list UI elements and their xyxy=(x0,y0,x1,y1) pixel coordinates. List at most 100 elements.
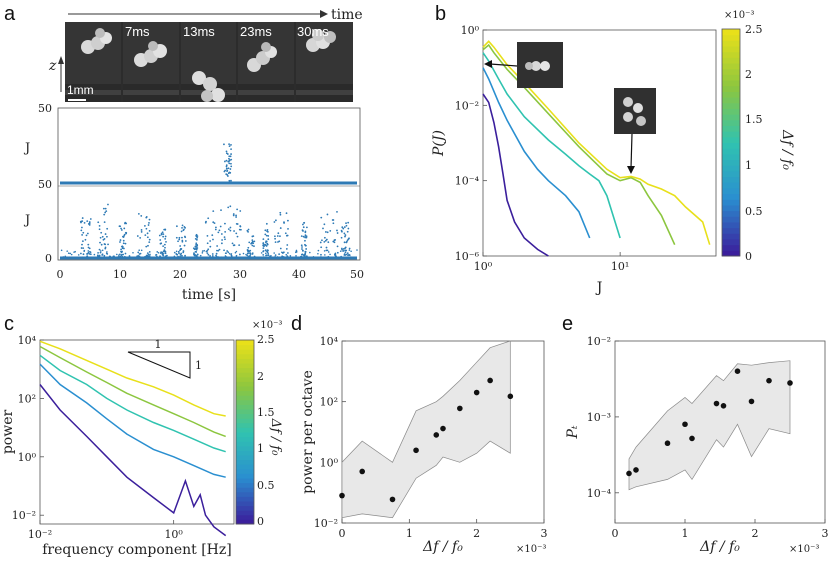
lower-burst-point xyxy=(217,249,220,252)
lower-burst-point xyxy=(325,246,328,249)
lower-burst-point xyxy=(247,246,250,249)
lower-burst-point xyxy=(148,241,151,244)
lower-burst-point xyxy=(319,241,322,244)
lower-burst-point xyxy=(164,238,167,240)
lower-scatter-point xyxy=(125,257,127,259)
lower-scatter-point xyxy=(342,250,345,252)
lower-burst-point xyxy=(165,254,168,257)
lower-burst-point xyxy=(344,235,346,238)
lower-burst-point xyxy=(145,245,148,248)
lower-burst-point xyxy=(336,210,338,213)
lower-burst-point xyxy=(239,257,242,259)
lower-burst-point xyxy=(264,233,267,236)
lower-burst-point xyxy=(140,229,143,231)
lower-burst-point xyxy=(103,213,106,216)
lower-burst-point xyxy=(82,253,85,256)
lower-burst-point xyxy=(344,234,347,236)
lower-scatter-point xyxy=(321,256,324,259)
lower-burst-point xyxy=(238,253,241,256)
lower-burst-point xyxy=(344,256,347,259)
lower-burst-point xyxy=(342,248,345,250)
lower-scatter-point xyxy=(93,253,96,256)
lower-burst-point xyxy=(184,254,186,257)
lower-burst-point xyxy=(321,239,323,242)
upper-burst-point xyxy=(227,160,230,163)
lower-burst-point xyxy=(264,229,267,232)
lower-scatter-point xyxy=(116,256,118,258)
lower-burst-point xyxy=(159,239,162,241)
lower-scatter-point xyxy=(281,251,283,254)
lower-burst-point xyxy=(141,256,144,259)
lower-scatter-point xyxy=(66,250,69,252)
lower-burst-point xyxy=(247,228,250,231)
lower-burst-point xyxy=(229,205,232,208)
lower-burst-point xyxy=(286,244,289,246)
lower-scatter-point xyxy=(201,252,204,254)
lower-burst-point xyxy=(104,256,107,259)
lower-burst-point xyxy=(301,246,303,248)
lower-scatter-point xyxy=(329,253,331,256)
lower-burst-point xyxy=(181,224,184,227)
lower-burst-point xyxy=(344,254,347,256)
upper-burst-point xyxy=(227,175,229,177)
lower-burst-point xyxy=(162,233,165,236)
lower-burst-point xyxy=(125,222,128,225)
lower-burst-point xyxy=(324,239,327,242)
lower-burst-point xyxy=(267,254,270,257)
frame-label-3: 23ms xyxy=(240,24,272,39)
lower-burst-point xyxy=(285,234,288,237)
lower-scatter-point xyxy=(86,256,89,258)
lower-burst-point xyxy=(333,239,336,242)
lower-burst-point xyxy=(305,248,308,250)
lower-burst-point xyxy=(146,232,149,235)
lower-burst-point xyxy=(236,223,239,225)
lower-burst-point xyxy=(148,256,151,259)
lower-burst-point xyxy=(139,252,142,255)
lower-burst-point xyxy=(223,236,226,239)
lower-burst-point xyxy=(346,230,349,233)
lower-burst-point xyxy=(253,255,256,258)
lower-burst-point xyxy=(236,208,239,211)
lower-burst-point xyxy=(194,257,197,259)
upper-burst-point xyxy=(225,164,228,167)
lower-burst-point xyxy=(120,248,123,251)
lower-burst-point xyxy=(325,249,328,252)
lower-burst-point xyxy=(81,226,83,229)
lower-scatter-point xyxy=(216,249,218,252)
lower-burst-point xyxy=(182,250,185,252)
lower-burst-point xyxy=(159,256,162,259)
lower-burst-point xyxy=(101,254,104,256)
lower-j-label: J xyxy=(23,213,30,228)
lower-scatter-point xyxy=(320,256,322,258)
lower-burst-point xyxy=(84,256,87,259)
lower-burst-point xyxy=(100,231,103,234)
lower-scatter-point xyxy=(173,251,176,254)
lower-burst-point xyxy=(179,255,181,258)
lower-burst-point xyxy=(287,227,289,230)
lower-burst-point xyxy=(80,229,83,232)
lower-burst-point xyxy=(106,235,108,238)
lower-burst-point xyxy=(104,246,107,249)
lower-burst-point xyxy=(344,247,347,250)
lower-burst-point xyxy=(300,244,303,247)
lower-burst-point xyxy=(227,251,230,254)
lower-scatter-point xyxy=(62,256,65,258)
lower-burst-point xyxy=(323,236,326,239)
lower-burst-point xyxy=(212,221,215,224)
lower-burst-point xyxy=(221,239,223,241)
lower-burst-point xyxy=(274,241,277,244)
lower-burst-point xyxy=(235,216,237,218)
lower-burst-point xyxy=(229,229,232,232)
upper-burst-point xyxy=(223,143,225,146)
lower-burst-point xyxy=(102,207,105,210)
lower-scatter-point xyxy=(118,254,120,256)
lower-scatter-point xyxy=(106,256,109,259)
upper-burst-point xyxy=(225,165,228,168)
lower-scatter-point xyxy=(203,249,206,252)
lower-burst-point xyxy=(265,222,268,225)
upper-burst-point xyxy=(228,179,231,182)
lower-burst-point xyxy=(217,231,220,234)
lower-burst-point xyxy=(178,238,181,241)
lower-burst-point xyxy=(224,222,226,225)
